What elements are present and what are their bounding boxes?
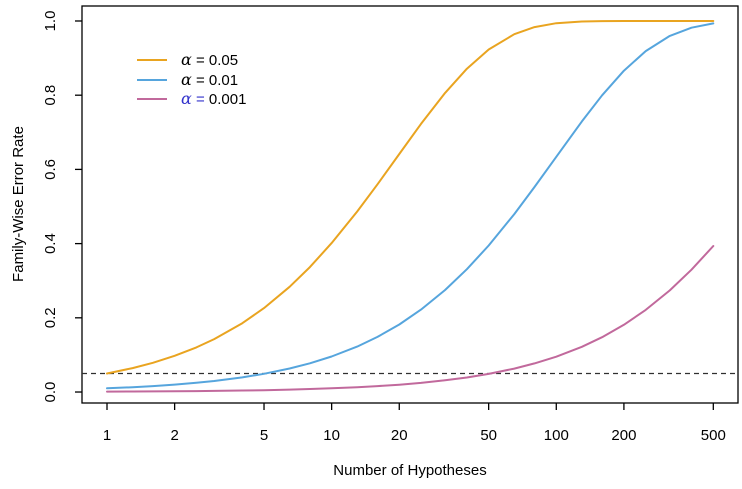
x-tick-label: 2 [170, 427, 178, 444]
x-tick-label: 1 [103, 427, 111, 444]
y-tick-label: 0.0 [42, 382, 59, 403]
x-tick-label: 200 [611, 427, 636, 444]
legend: α = 0.05α = 0.01α = 0.001 [137, 50, 246, 108]
y-tick-label: 1.0 [42, 11, 59, 32]
series-line-alpha-0.001 [106, 245, 715, 393]
x-tick-label: 5 [260, 427, 268, 444]
y-tick-label: 0.6 [42, 159, 59, 180]
y-tick-label: 0.2 [42, 307, 59, 328]
x-tick-label: 50 [480, 427, 497, 444]
legend-label: α = 0.05 [181, 50, 238, 69]
x-tick-label: 500 [701, 427, 726, 444]
y-axis-title: Family-Wise Error Rate [10, 126, 27, 282]
x-tick-label: 10 [323, 427, 340, 444]
x-axis-title: Number of Hypotheses [333, 462, 487, 479]
legend-label: α = 0.01 [181, 70, 238, 89]
y-tick-label: 0.4 [42, 233, 59, 254]
x-axis: 1 2 5 10 20 50 100 200 500 [103, 403, 726, 444]
series-line-alpha-0.05 [106, 20, 715, 375]
y-axis: 0.0 0.2 0.4 0.6 0.8 1.0 [42, 11, 82, 403]
x-tick-label: 20 [391, 427, 408, 444]
legend-label: α = 0.001 [181, 89, 246, 108]
x-tick-label: 100 [544, 427, 569, 444]
plot-frame [81, 5, 739, 404]
series-line-alpha-0.01 [106, 22, 715, 390]
y-tick-label: 0.8 [42, 85, 59, 106]
